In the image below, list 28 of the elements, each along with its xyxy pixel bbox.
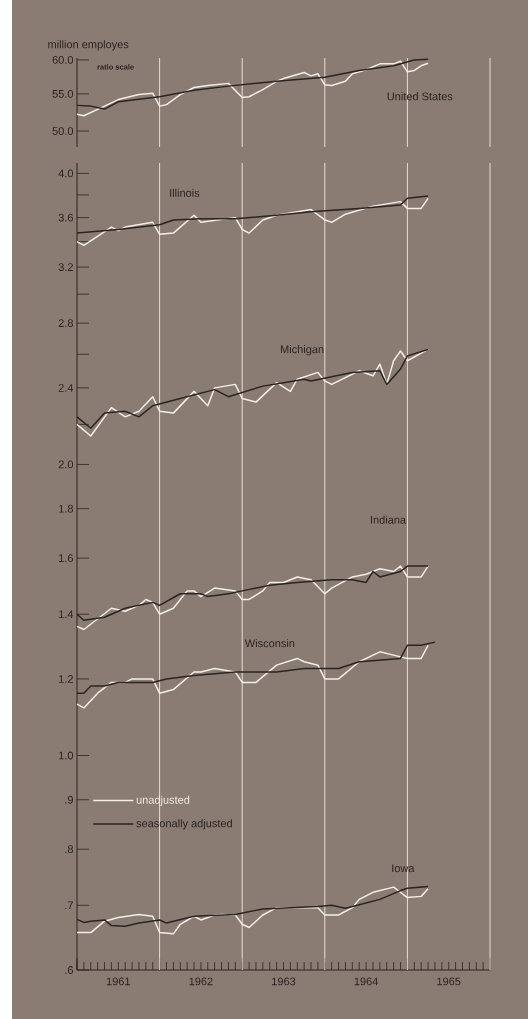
- y-tick-label: 60.0: [52, 56, 74, 64]
- annotation: Wisconsin: [244, 639, 295, 648]
- x-tick-label: 1962: [189, 977, 213, 986]
- y-tick-label: 3.6: [58, 213, 73, 222]
- x-tick-label: 1963: [272, 977, 296, 986]
- y-tick-label: 55.0: [52, 89, 74, 98]
- y-tick-label: 1.0: [59, 751, 74, 760]
- x-tick-label: 1964: [354, 977, 379, 986]
- annotation: Illinois: [170, 188, 200, 197]
- y-tick-label: 1.6: [59, 554, 73, 563]
- y-tick-label: 4.0: [58, 169, 74, 178]
- y-tick-label: 1.2: [59, 675, 73, 683]
- y-tick-label: .7: [65, 901, 73, 910]
- y-tick-label: .8: [65, 845, 74, 854]
- y-axis-title: million employes: [48, 40, 129, 51]
- x-tick-label: 1965: [437, 977, 461, 986]
- y-tick-label: 1.8: [59, 504, 73, 513]
- annotation: Indiana: [370, 515, 407, 524]
- y-tick-label: 1.4: [59, 610, 74, 618]
- y-tick-label: 50.0: [52, 127, 74, 135]
- y-tick-label: 3.2: [58, 263, 73, 271]
- x-tick-label: 1961: [106, 977, 130, 986]
- y-tick-label: 2.4: [58, 384, 74, 392]
- y-tick-label: 2.0: [58, 460, 74, 469]
- annotation: Michigan: [280, 345, 324, 356]
- y-tick-label: .9: [65, 795, 73, 804]
- y-tick-label: .6: [65, 966, 74, 974]
- y-tick-label: 2.8: [58, 319, 73, 328]
